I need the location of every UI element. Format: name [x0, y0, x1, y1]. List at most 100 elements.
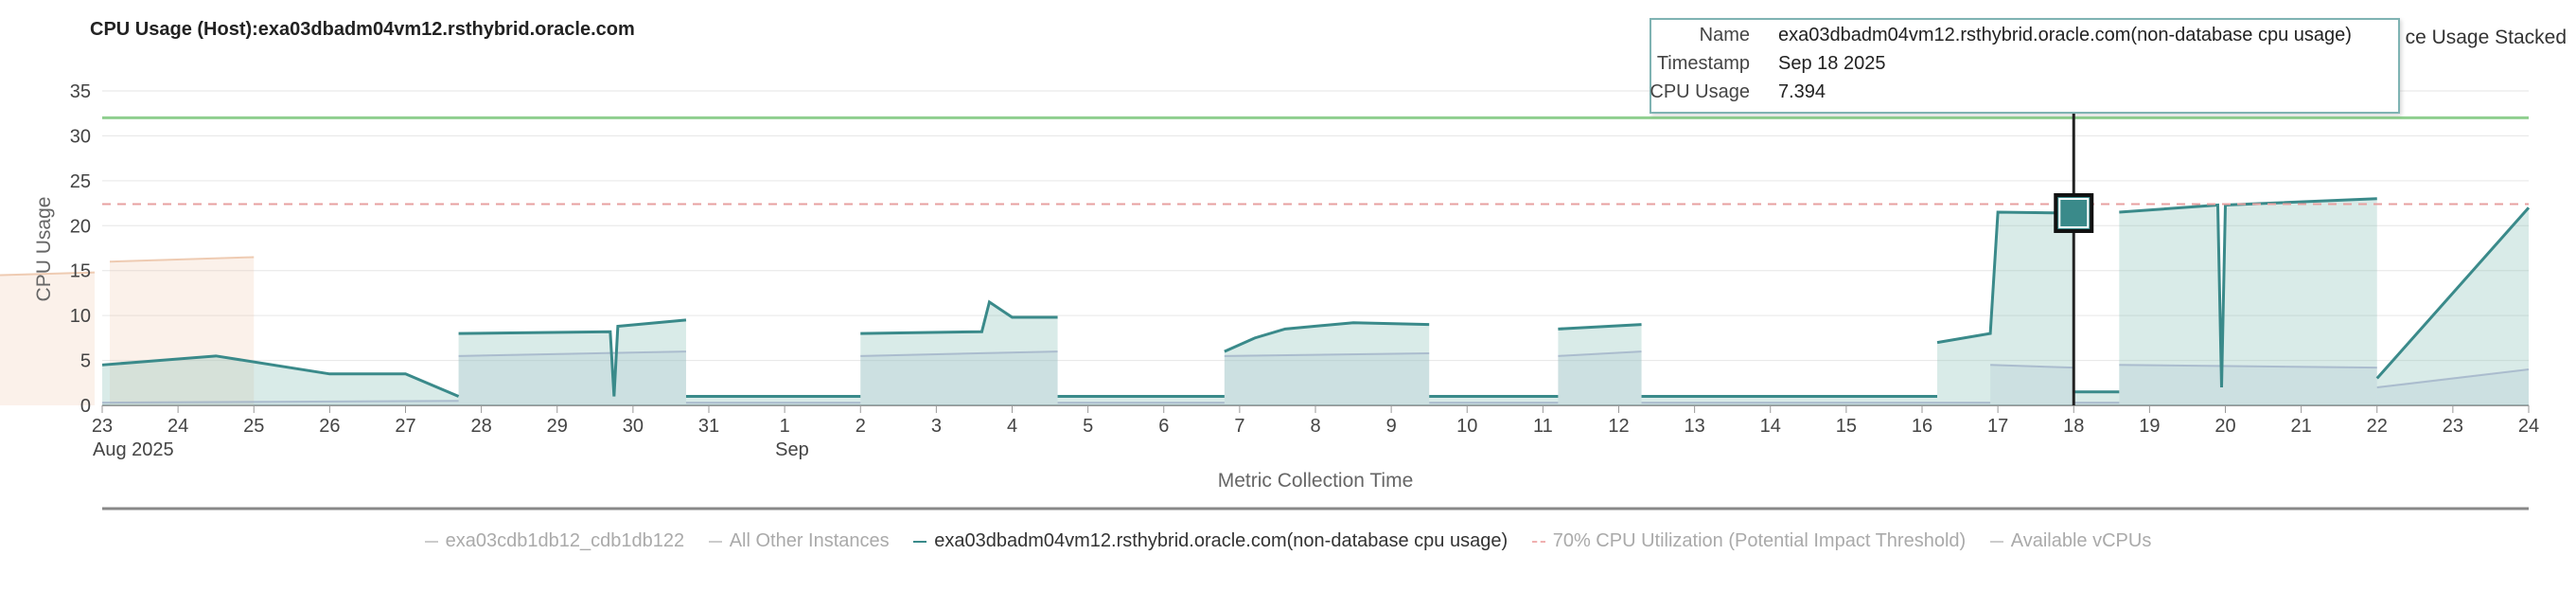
data-tooltip: Name exa03dbadm04vm12.rsthybrid.oracle.c…	[1650, 18, 2400, 114]
series-area-2	[102, 355, 459, 405]
chart-legend: exa03cdb1db12_cdb1db122 All Other Instan…	[0, 530, 2576, 552]
legend-item-other-instances[interactable]: All Other Instances	[708, 530, 890, 552]
x-tick-label: 31	[698, 416, 719, 437]
tooltip-name-label: Name	[1699, 25, 1750, 45]
y-tick-label: 10	[70, 306, 91, 327]
x-tick-label: 17	[1987, 416, 2008, 437]
series-area-2	[1937, 212, 2074, 405]
series-area-2	[2119, 198, 2377, 405]
series-line-1	[860, 350, 1058, 357]
series-line-1	[458, 350, 686, 357]
x-axis-title: Metric Collection Time	[1218, 470, 1414, 492]
legend-item-threshold[interactable]: 70% CPU Utilization (Potential Impact Th…	[1531, 530, 1967, 552]
series-line-1	[2376, 368, 2530, 389]
x-tick-label: 16	[1912, 416, 1932, 437]
series-area-1	[2376, 369, 2529, 405]
series-line-2	[458, 318, 687, 397]
x-tick-label: 23	[92, 416, 113, 437]
x-tick-label: 22	[2367, 416, 2388, 437]
x-tick-label: 10	[1456, 416, 1477, 437]
series-line-1	[1990, 364, 2074, 369]
legend-item-cdb1db122[interactable]: exa03cdb1db12_cdb1db122	[424, 530, 685, 552]
legend-label: Available vCPUs	[2010, 530, 2152, 551]
x-tick-label: 4	[1007, 416, 1017, 437]
y-tick-label: 30	[70, 126, 91, 147]
x-tick-sublabel: Sep	[775, 439, 809, 460]
x-tick-sublabel: Aug 2025	[93, 439, 174, 460]
y-tick-label: 0	[80, 396, 91, 417]
x-tick-label: 5	[1083, 416, 1093, 437]
series-area-0	[110, 257, 255, 405]
series-area-2	[2376, 207, 2529, 405]
tooltip-value: 7.394	[1778, 81, 1826, 102]
x-tick-label: 26	[319, 416, 340, 437]
legend-swatch	[1531, 540, 1545, 543]
legend-label: 70% CPU Utilization (Potential Impact Th…	[1552, 530, 1967, 551]
x-tick-label: 18	[2063, 416, 2084, 437]
series-line-2	[101, 354, 460, 398]
series-line-2	[2119, 197, 2377, 388]
x-tick-label: 2	[856, 416, 866, 437]
x-tick-label: 8	[1310, 416, 1320, 437]
series-line-1	[2119, 364, 2377, 369]
series-line-2	[1936, 210, 2074, 345]
stacked-toggle-label[interactable]: ce Usage Stacked	[2405, 27, 2567, 48]
x-tick-label: 29	[547, 416, 568, 437]
legend-item-available-vcpus[interactable]: Available vCPUs	[1989, 530, 2152, 552]
legend-label: exa03cdb1db12_cdb1db122	[445, 530, 685, 551]
x-tick-label: 21	[2291, 416, 2312, 437]
x-tick-label: 14	[1760, 416, 1781, 437]
tooltip-name-value: exa03dbadm04vm12.rsthybrid.oracle.com(no…	[1778, 25, 2352, 45]
legend-swatch	[708, 540, 722, 543]
x-tick-label: 9	[1386, 416, 1397, 437]
chart-title: CPU Usage (Host):exa03dbadm04vm12.rsthyb…	[90, 19, 635, 40]
series-line-2	[860, 299, 1058, 335]
legend-swatch	[913, 540, 927, 543]
series-line-1	[1224, 351, 1430, 357]
series-line-1	[1558, 350, 1642, 357]
x-tick-label: 20	[2214, 416, 2235, 437]
series-line-2	[1224, 321, 1430, 353]
x-tick-label: 24	[2518, 416, 2539, 437]
x-tick-label: 15	[1836, 416, 1857, 437]
x-tick-label: 7	[1234, 416, 1244, 437]
tooltip-value-label: CPU Usage	[1650, 81, 1750, 102]
series-line-0	[0, 271, 96, 277]
x-tick-label: 11	[1533, 416, 1553, 437]
x-tick-label: 13	[1685, 416, 1705, 437]
hover-marker	[2054, 192, 2094, 233]
legend-label: exa03dbadm04vm12.rsthybrid.oracle.com(no…	[934, 530, 1509, 551]
series-area-1	[1558, 351, 1642, 405]
y-tick-label: 15	[70, 261, 91, 282]
x-tick-label: 23	[2443, 416, 2463, 437]
series-line-2	[2375, 206, 2531, 380]
legend-item-host-cpu[interactable]: exa03dbadm04vm12.rsthybrid.oracle.com(no…	[913, 530, 1508, 552]
series-area-0	[0, 272, 95, 405]
series-area-2	[1558, 324, 1642, 405]
legend-swatch	[424, 540, 438, 543]
y-tick-label: 25	[70, 171, 91, 192]
x-tick-label: 1	[780, 416, 790, 437]
series-area-2	[458, 319, 686, 405]
series-area-1	[458, 351, 686, 405]
y-tick-label: 20	[70, 216, 91, 237]
series-area-1	[2119, 365, 2377, 405]
x-tick-label: 30	[623, 416, 644, 437]
x-tick-label: 27	[395, 416, 415, 437]
x-tick-label: 3	[931, 416, 942, 437]
y-tick-label: 35	[70, 81, 91, 102]
series-line-1	[101, 400, 459, 404]
y-axis-title: CPU Usage	[33, 197, 55, 302]
tooltip-timestamp-value: Sep 18 2025	[1778, 53, 1886, 74]
series-area-1	[1990, 365, 2074, 405]
x-tick-label: 6	[1158, 416, 1169, 437]
series-area-1	[860, 351, 1058, 405]
series-line-2	[1558, 323, 1642, 331]
legend-label: All Other Instances	[729, 530, 890, 551]
x-tick-label: 12	[1608, 416, 1629, 437]
legend-swatch	[1989, 540, 2003, 543]
y-tick-label: 5	[80, 351, 91, 372]
series-area-1	[1224, 352, 1430, 405]
hover-marker-inner	[2058, 197, 2090, 228]
